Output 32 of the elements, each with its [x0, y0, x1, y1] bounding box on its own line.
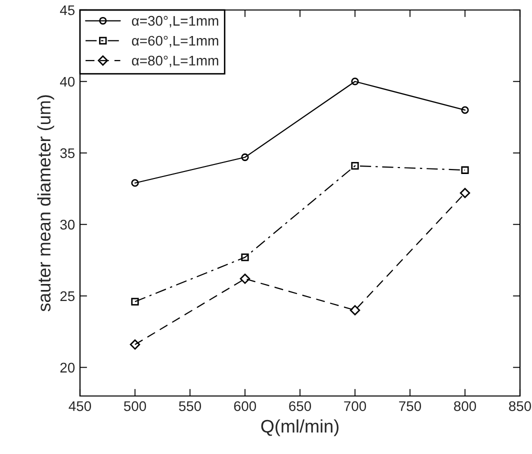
x-tick-label: 650 [289, 401, 312, 412]
point [461, 166, 469, 174]
x-axis-title: Q(ml/min) [261, 419, 338, 436]
x-tick-label: 700 [344, 401, 366, 412]
y-tick-label: 35 [60, 148, 75, 158]
legend-label: α=30°,L=1mm [132, 16, 218, 28]
x-tick-label: 450 [68, 401, 92, 412]
point [351, 162, 359, 170]
x-tick-label: 750 [399, 401, 422, 412]
legend-label: α=60°,L=1mm [132, 36, 218, 48]
y-axis-title: sauter mean diameter (um) [37, 95, 54, 312]
x-tick-label: 500 [124, 401, 146, 412]
point [241, 254, 249, 262]
point [350, 305, 360, 316]
point [130, 339, 140, 350]
y-tick-label: 25 [60, 291, 75, 302]
x-tick-label: 800 [454, 401, 476, 412]
y-tick-label: 30 [60, 220, 75, 230]
x-tick-label: 550 [178, 401, 202, 412]
x-tick-label: 600 [234, 401, 256, 412]
point [131, 298, 139, 306]
point [131, 179, 139, 187]
point [240, 274, 250, 284]
legend-label: α=80°,L=1mm [132, 56, 218, 68]
point [460, 188, 470, 198]
y-tick-label: 45 [60, 5, 75, 16]
point [461, 106, 469, 114]
x-tick-label: 850 [509, 401, 532, 412]
point [351, 78, 359, 86]
y-tick-label: 20 [60, 362, 75, 373]
y-tick-label: 40 [60, 76, 75, 87]
point [241, 153, 249, 162]
